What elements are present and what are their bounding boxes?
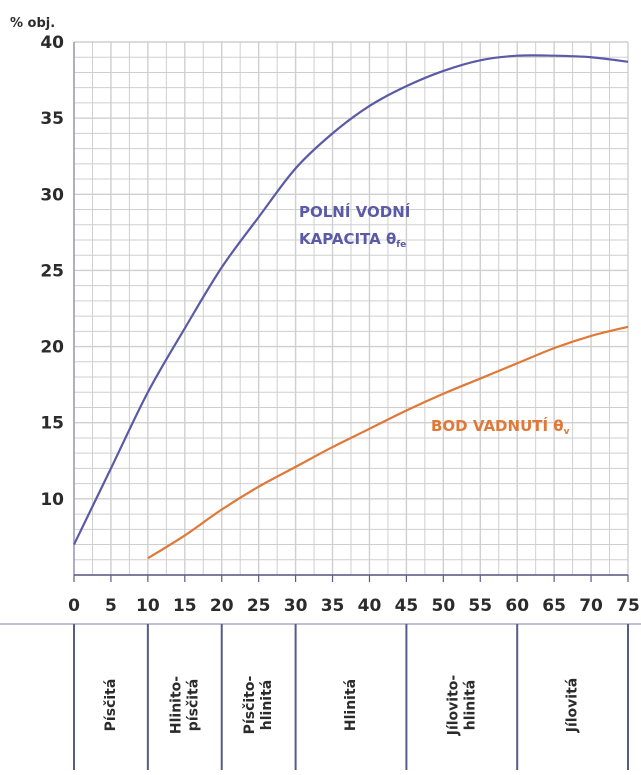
y-tick-label: 35 bbox=[40, 109, 64, 129]
x-tick-label: 65 bbox=[542, 596, 566, 616]
field-capacity-label: POLNÍ VODNÍ bbox=[299, 202, 411, 221]
x-tick-label: 10 bbox=[136, 596, 160, 616]
wilting-point-line bbox=[147, 325, 629, 560]
x-tick-label: 70 bbox=[579, 596, 603, 616]
wilting-point-label: BOD VADNUTÍ θv bbox=[431, 416, 570, 437]
x-tick-label: 50 bbox=[431, 596, 455, 616]
x-tick-label: 5 bbox=[105, 596, 117, 616]
soil-class-label: hlinitá bbox=[259, 680, 275, 730]
y-axis-unit-label: % obj. bbox=[10, 16, 55, 31]
field-capacity-label-subscript: fe bbox=[396, 240, 406, 250]
soil-class-label: Jílovitá bbox=[565, 678, 581, 734]
soil-class-label: Jílovito- bbox=[445, 675, 461, 737]
y-tick-label: 15 bbox=[40, 414, 64, 434]
x-tick-label: 45 bbox=[395, 596, 419, 616]
x-tick-label: 25 bbox=[247, 596, 271, 616]
field-capacity-line bbox=[73, 54, 629, 546]
x-tick-label: 20 bbox=[210, 596, 234, 616]
soil-class-label: písčitá bbox=[185, 679, 201, 731]
x-tick-label: 75 bbox=[616, 596, 640, 616]
x-tick-label: 15 bbox=[173, 596, 197, 616]
field-capacity-label: KAPACITA θfe bbox=[299, 230, 406, 250]
x-tick-label: 60 bbox=[505, 596, 529, 616]
wilting-point-label-subscript: v bbox=[564, 427, 570, 437]
x-tick-label: 35 bbox=[321, 596, 345, 616]
soil-class-label: Hlinito- bbox=[168, 676, 184, 734]
x-tick-label: 0 bbox=[68, 596, 80, 616]
soil-class-label: Hlinitá bbox=[343, 679, 359, 731]
soil-class-label: hlinitá bbox=[462, 680, 478, 730]
x-tick-label: 55 bbox=[468, 596, 492, 616]
y-tick-label: 25 bbox=[40, 261, 64, 281]
x-tick-label: 40 bbox=[358, 596, 382, 616]
y-tick-label: 20 bbox=[40, 338, 64, 358]
y-tick-label: 30 bbox=[40, 185, 64, 205]
soil-class-label: Písčito- bbox=[242, 676, 258, 735]
x-tick-label: 30 bbox=[284, 596, 308, 616]
soil-class-label: Písčitá bbox=[103, 679, 119, 732]
y-tick-label: 40 bbox=[40, 33, 64, 53]
y-tick-label: 10 bbox=[40, 490, 64, 510]
